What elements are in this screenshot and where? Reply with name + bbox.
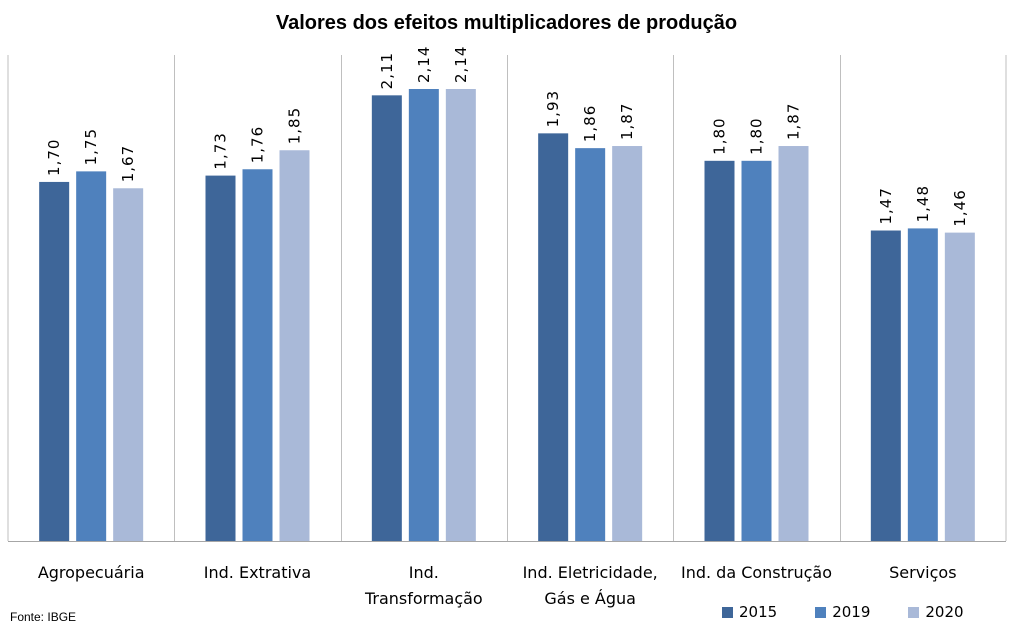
category-label: Ind. (409, 563, 439, 582)
data-label-2020: 1,87 (785, 103, 803, 140)
data-label-2015: 2,11 (378, 52, 396, 89)
bar-2020 (778, 146, 809, 542)
category-label: Ind. Extrativa (204, 563, 311, 582)
bar-2015 (538, 133, 569, 541)
legend-label-2020: 2020 (925, 603, 964, 621)
bar-2020 (445, 89, 476, 541)
bar-2015 (205, 175, 236, 541)
data-label-2019: 1,86 (581, 105, 599, 142)
bar-2020 (279, 150, 310, 542)
bar-2019 (408, 89, 439, 541)
bar-2020 (113, 188, 144, 541)
data-label-2015: 1,73 (212, 132, 230, 169)
legend: 2015 2019 2020 (722, 603, 964, 621)
data-label-2020: 1,46 (951, 189, 969, 226)
category-label: Ind. da Construção (681, 563, 832, 582)
bar-2020 (944, 232, 975, 542)
bar-2015 (371, 95, 402, 541)
data-label-2015: 1,47 (877, 187, 895, 224)
bar-2019 (907, 228, 938, 542)
legend-swatch-2015 (722, 606, 733, 618)
bar-2015 (704, 160, 735, 541)
data-label-2020: 1,85 (286, 107, 304, 144)
category-label: Serviços (889, 563, 956, 582)
legend-item-2019: 2019 (815, 603, 870, 621)
bar-2019 (741, 160, 772, 541)
category-label: Agropecuária (38, 563, 145, 582)
data-label-2019: 1,75 (82, 128, 100, 165)
data-label-2019: 1,80 (748, 117, 766, 154)
bar-2019 (575, 148, 606, 541)
legend-label-2019: 2019 (832, 603, 871, 621)
category-label: Transformação (364, 589, 483, 608)
bar-2015 (870, 230, 901, 541)
bar-2019 (242, 169, 273, 541)
data-label-2020: 1,87 (618, 103, 636, 140)
data-label-2019: 1,48 (914, 185, 932, 222)
data-label-2015: 1,80 (711, 117, 729, 154)
data-label-2019: 1,76 (249, 126, 267, 163)
category-label: Gás e Água (544, 589, 636, 608)
chart-title: Valores dos efeitos multiplicadores de p… (275, 12, 738, 34)
data-label-2015: 1,70 (45, 139, 63, 176)
bar-2019 (76, 171, 107, 541)
data-label-2019: 2,14 (415, 46, 433, 83)
category-label: Ind. Eletricidade, (523, 563, 658, 582)
legend-label-2015: 2015 (739, 603, 778, 621)
data-label-2020: 1,67 (119, 145, 137, 182)
data-label-2015: 1,93 (544, 90, 562, 127)
source-note: Fonte: IBGE (10, 610, 77, 624)
legend-item-2020: 2020 (908, 603, 964, 621)
legend-item-2015: 2015 (722, 603, 777, 621)
legend-swatch-2020 (908, 606, 920, 618)
data-label-2020: 2,14 (452, 46, 470, 83)
legend-swatch-2019 (815, 606, 827, 618)
bar-2020 (612, 146, 643, 542)
bar-2015 (39, 181, 70, 542)
